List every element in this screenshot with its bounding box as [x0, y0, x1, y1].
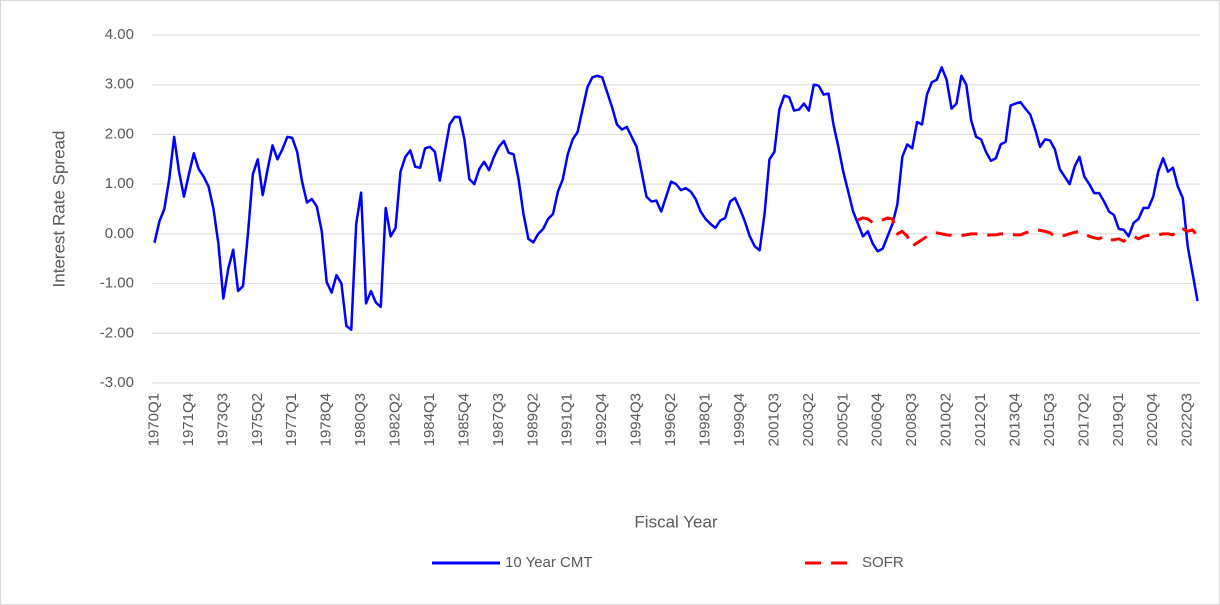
x-tick-label: 1987Q3 — [490, 393, 507, 446]
series-line — [153, 66, 1199, 332]
x-tick-label: 2001Q3 — [765, 393, 782, 446]
x-tick-label: 2017Q2 — [1075, 393, 1092, 446]
series-line — [857, 216, 1199, 248]
y-tick-label: 2.00 — [105, 125, 134, 142]
y-axis-title: Interest Rate Spread — [49, 131, 68, 288]
x-tick-label: 2003Q2 — [800, 393, 817, 446]
x-tick-label: 1985Q4 — [455, 393, 472, 446]
legend-label: SOFR — [862, 554, 904, 571]
y-tick-label: 1.00 — [105, 175, 134, 192]
x-tick-label: 1989Q2 — [524, 393, 541, 446]
x-tick-label: 1970Q1 — [145, 393, 162, 446]
y-tick-label: 0.00 — [105, 225, 134, 242]
y-tick-label: -1.00 — [100, 275, 134, 292]
legend-label: 10 Year CMT — [505, 554, 593, 571]
x-axis-title: Fiscal Year — [634, 512, 717, 531]
x-tick-label: 2015Q3 — [1041, 393, 1058, 446]
x-tick-label: 1973Q3 — [214, 393, 231, 446]
x-tick-label: 1975Q2 — [249, 393, 266, 446]
x-tick-label: 2020Q4 — [1144, 393, 1161, 446]
x-tick-label: 1992Q4 — [593, 393, 610, 446]
y-tick-label: -2.00 — [100, 324, 134, 341]
x-tick-label: 1982Q2 — [387, 393, 404, 446]
x-tick-label: 1980Q3 — [352, 393, 369, 446]
x-tick-label: 2006Q4 — [869, 393, 886, 446]
x-tick-label: 1994Q3 — [628, 393, 645, 446]
y-tick-label: -3.00 — [100, 374, 134, 391]
x-tick-label: 1996Q2 — [662, 393, 679, 446]
x-tick-label: 2019Q1 — [1110, 393, 1127, 446]
x-tick-label: 1978Q4 — [318, 393, 335, 446]
x-tick-label: 1984Q1 — [421, 393, 438, 446]
x-tick-label: 2008Q3 — [903, 393, 920, 446]
x-tick-label: 2022Q3 — [1179, 393, 1196, 446]
x-tick-label: 1971Q4 — [180, 393, 197, 446]
x-tick-label: 1977Q1 — [283, 393, 300, 446]
x-tick-label: 2013Q4 — [1006, 393, 1023, 446]
y-tick-label: 4.00 — [105, 26, 134, 43]
y-tick-label: 3.00 — [105, 76, 134, 93]
x-tick-label: 1999Q4 — [731, 393, 748, 446]
x-tick-label: 1991Q1 — [559, 393, 576, 446]
x-tick-label: 1998Q1 — [696, 393, 713, 446]
x-tick-label: 2005Q1 — [834, 393, 851, 446]
x-tick-label: 2012Q1 — [972, 393, 989, 446]
x-tick-label: 2010Q2 — [938, 393, 955, 446]
